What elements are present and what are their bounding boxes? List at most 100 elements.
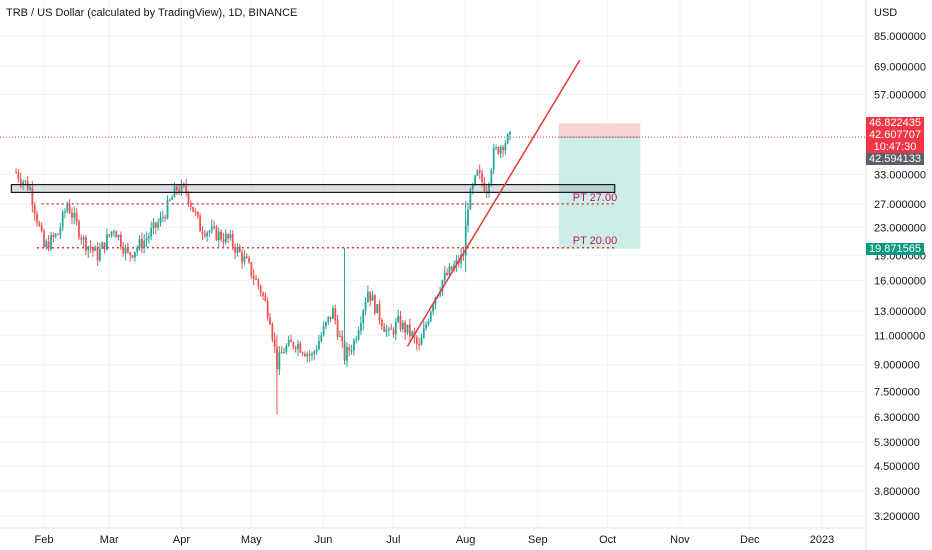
candle-body <box>346 347 348 361</box>
candle-body <box>196 211 199 216</box>
candle-body <box>259 286 262 293</box>
candle-body <box>418 343 421 346</box>
candle-body <box>241 252 243 263</box>
candle-body <box>492 147 495 171</box>
candle-body <box>17 172 20 179</box>
candle-body <box>394 321 397 335</box>
candle-body <box>175 186 178 191</box>
pt-20-label: PT 20.00 <box>573 235 617 247</box>
candle-body <box>339 335 341 337</box>
candle-body <box>229 234 232 239</box>
candle-body <box>59 227 62 235</box>
candle-body <box>248 258 250 263</box>
candle-body <box>138 238 141 248</box>
candle-body <box>73 212 76 218</box>
price-tick-label: 13.000000 <box>874 306 926 318</box>
candle-body <box>313 351 316 355</box>
chart-grid <box>0 0 866 528</box>
candle-body <box>401 322 404 330</box>
candle-body <box>164 217 167 219</box>
candle-body <box>455 259 458 266</box>
candle-body <box>50 235 52 250</box>
candle-body <box>471 184 474 190</box>
symbol-title: TRB / US Dollar (calculated by TradingVi… <box>6 7 298 19</box>
candle-body <box>22 181 24 184</box>
time-tick-label: Nov <box>670 534 690 546</box>
target-price-badge: 19.871565 <box>866 242 924 255</box>
candle-body <box>68 204 71 214</box>
candle-body <box>315 349 318 352</box>
candle-body <box>294 347 297 349</box>
candle-body <box>380 319 383 327</box>
candle-body <box>145 238 148 241</box>
candle-body <box>304 353 306 357</box>
time-tick-label: Aug <box>456 534 476 546</box>
candle-body <box>75 212 78 222</box>
candle-body <box>129 252 132 256</box>
candle-body <box>329 316 332 319</box>
candle-body <box>133 251 136 258</box>
candle-body <box>450 266 453 271</box>
candle-body <box>266 301 269 318</box>
candle-body <box>80 237 83 240</box>
entry-price-badge: 42.607707 <box>866 129 924 142</box>
candle-body <box>178 190 181 194</box>
candle-body <box>504 143 507 151</box>
candle-body <box>57 233 59 235</box>
candle-body <box>280 352 283 354</box>
candle-body <box>40 225 43 231</box>
candle-body <box>469 189 472 210</box>
price-tick-label: 9.000000 <box>874 360 920 372</box>
candle-body <box>210 226 213 232</box>
candle-body <box>29 187 31 190</box>
candle-body <box>446 272 448 276</box>
candle-body <box>203 233 206 237</box>
price-axis[interactable]: 85.000000 69.000000 57.000000 33.000000 27.0… <box>865 0 926 550</box>
candle-body <box>215 226 218 241</box>
candle-body <box>320 335 323 342</box>
candle-body <box>117 234 120 238</box>
candle-body <box>506 134 509 144</box>
price-tick-label: 6.300000 <box>874 412 920 424</box>
candle-body <box>359 323 362 331</box>
candle-body <box>460 254 462 264</box>
candle-body <box>227 234 229 239</box>
candle-body <box>408 324 411 336</box>
candle-body <box>387 328 390 330</box>
candle-body <box>96 247 99 261</box>
currency-label: USD <box>874 7 898 19</box>
candle-body <box>143 240 146 249</box>
candle-body <box>194 211 197 213</box>
candle-body <box>352 340 355 351</box>
candle-body <box>161 217 164 219</box>
time-axis[interactable]: Feb Mar Apr May Jun Jul Aug Sep Oct Nov Dec 2023 <box>0 527 866 546</box>
candle-body <box>287 339 290 346</box>
candle-body <box>301 352 304 354</box>
candle-body <box>490 170 493 184</box>
time-tick-label: Feb <box>35 534 54 546</box>
candle-body <box>89 246 92 249</box>
candle-body <box>126 247 129 253</box>
candle-body <box>238 246 241 253</box>
candle-body <box>106 234 108 250</box>
candle-body <box>66 204 69 212</box>
candle-body <box>31 187 34 206</box>
candle-body <box>217 231 220 241</box>
price-tick-label: 5.300000 <box>874 437 920 449</box>
candle-body <box>415 337 418 344</box>
candle-body <box>99 248 101 261</box>
candle-body <box>171 197 174 200</box>
drawings[interactable]: PT 27.00 PT 20.00 <box>10 59 617 347</box>
resistance-zone-box <box>10 183 616 193</box>
candle-body <box>378 303 381 320</box>
candle-body <box>224 234 227 243</box>
candle-body <box>64 211 66 213</box>
candle-body <box>462 254 465 256</box>
candle-body <box>87 246 90 251</box>
candle-body <box>422 328 425 338</box>
time-tick-label: Apr <box>173 534 190 546</box>
candle-body <box>390 328 393 330</box>
candle-body <box>357 330 360 340</box>
candle-body <box>113 231 115 233</box>
